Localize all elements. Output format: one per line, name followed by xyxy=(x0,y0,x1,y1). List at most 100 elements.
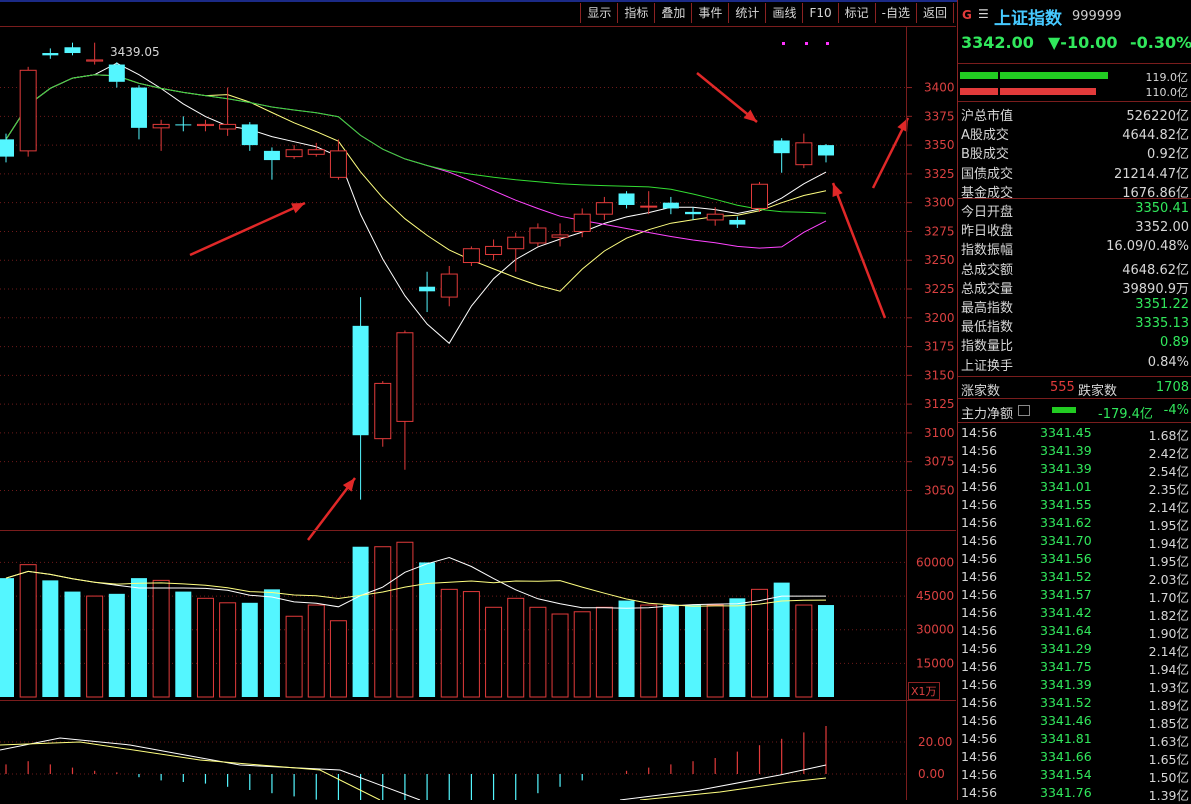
menu-icon[interactable]: ☰ xyxy=(978,7,989,21)
volume-bar xyxy=(773,582,790,697)
last-price: 3342.00 xyxy=(961,33,1034,52)
tick-price: 3341.42 xyxy=(1040,605,1092,620)
annotation-arrow xyxy=(189,201,306,257)
price-tick-label: 3175 xyxy=(924,340,955,354)
volume-bar xyxy=(685,605,702,697)
macd-tick-label: 0.00 xyxy=(918,767,945,781)
volume-ma10-line xyxy=(5,570,827,607)
tick-row: 14:56 3341.52 2.03亿 xyxy=(958,568,1191,587)
tick-time: 14:56 xyxy=(961,713,998,728)
tick-amount: 1.95亿 xyxy=(1148,518,1189,533)
volume-bar xyxy=(152,579,170,698)
candle-body xyxy=(307,149,325,155)
annotation-arrow xyxy=(831,182,887,319)
toolbar-overlay-button[interactable]: 叠加 xyxy=(654,3,691,23)
stats-separator xyxy=(958,101,1191,102)
volume-bar xyxy=(130,578,147,697)
volume-bar xyxy=(86,595,104,698)
dif-line-right xyxy=(619,764,827,800)
toolbar-draw-button[interactable]: 画线 xyxy=(765,3,802,23)
window-top-bar xyxy=(0,0,1191,2)
stat-value: 4644.82亿 xyxy=(1122,128,1189,144)
toolbar-back-button[interactable]: 返回 xyxy=(915,3,954,23)
toolbar-show-button[interactable]: 显示 xyxy=(580,3,617,23)
tick-price: 3341.57 xyxy=(1040,587,1092,602)
stat-label: 今日开盘 xyxy=(961,205,1014,220)
main-flow-pct: -4% xyxy=(1163,403,1189,418)
volume-bar xyxy=(42,580,59,697)
macd-pane-divider xyxy=(0,700,956,701)
price-tick-label: 3300 xyxy=(924,196,955,210)
tick-row: 14:56 3341.70 1.94亿 xyxy=(958,532,1191,551)
candle-body xyxy=(64,47,81,54)
toolbar-event-button[interactable]: 事件 xyxy=(691,3,728,23)
volume-bar xyxy=(440,588,458,698)
candle-body xyxy=(640,205,658,208)
volume-bar xyxy=(352,546,369,697)
macd-tick-label: 20.00 xyxy=(918,735,952,749)
volume-bar xyxy=(263,589,280,697)
price-tick-label: 3050 xyxy=(924,483,955,497)
ma20-line xyxy=(5,74,827,249)
candle-body xyxy=(263,150,280,161)
kline-chart[interactable]: 3400 3375 3350 3325 3300 3275 3250 3225 3200 3175… xyxy=(0,0,957,800)
tick-row: 14:56 3341.75 1.94亿 xyxy=(958,658,1191,677)
stat-label: 上证换手 xyxy=(961,358,1014,374)
stat-value: 1676.86亿 xyxy=(1122,185,1189,201)
stat-row: 上证换手 0.84% xyxy=(958,353,1191,374)
inflow-bar xyxy=(1000,72,1108,79)
tick-row: 14:56 3341.55 2.14亿 xyxy=(958,496,1191,515)
candle-body xyxy=(573,213,591,232)
stat-row: 总成交额 4648.62亿 xyxy=(958,257,1191,278)
price-tick-label: 3100 xyxy=(924,426,955,440)
candle-body xyxy=(86,59,104,62)
price-tick-label: 3400 xyxy=(924,81,955,95)
g-icon[interactable]: G xyxy=(962,8,972,22)
candle-body xyxy=(374,382,392,440)
stat-value: 21214.47亿 xyxy=(1113,166,1189,182)
volume-tick-label: 15000 xyxy=(916,656,954,670)
stat-row: 指数振幅 16.09/0.48% xyxy=(958,237,1191,258)
tick-row: 14:56 3341.01 2.35亿 xyxy=(958,478,1191,497)
tick-price: 3341.56 xyxy=(1040,551,1092,566)
tick-price: 3341.46 xyxy=(1040,713,1092,728)
tick-row: 14:56 3341.39 1.93亿 xyxy=(958,676,1191,695)
chart-toolbar: 显示 指标 叠加 事件 统计 画线 F10 标记 -自选 返回 xyxy=(580,3,954,23)
tick-amount: 2.54亿 xyxy=(1148,464,1189,479)
tick-time: 14:56 xyxy=(961,587,998,602)
stat-row: 昨日收盘 3352.00 xyxy=(958,218,1191,239)
tick-time: 14:56 xyxy=(961,497,998,512)
chart-top-divider xyxy=(0,26,956,27)
volume-bar xyxy=(640,604,658,698)
candle-body xyxy=(440,273,458,298)
toolbar-mark-button[interactable]: 标记 xyxy=(837,3,875,23)
tick-time: 14:56 xyxy=(961,443,998,458)
down-count-label: 跌家数 xyxy=(1078,384,1118,399)
toolbar-stats-button[interactable]: 统计 xyxy=(728,3,765,23)
candle-body xyxy=(130,87,147,128)
list-icon[interactable] xyxy=(1018,405,1030,416)
main-flow-bar xyxy=(1052,407,1076,413)
ma5-line xyxy=(5,62,827,345)
stats-group-separator xyxy=(958,198,1191,199)
down-count: 1708 xyxy=(1155,380,1189,395)
tick-time: 14:56 xyxy=(961,641,998,656)
toolbar-indicator-button[interactable]: 指标 xyxy=(617,3,654,23)
volume-bar xyxy=(795,604,813,698)
price-change: ▼-10.00 xyxy=(1048,33,1118,52)
volume-bar xyxy=(729,598,746,697)
stat-row: 今日开盘 3350.41 xyxy=(958,199,1191,220)
volume-bar xyxy=(396,541,414,698)
candle-body xyxy=(285,149,303,158)
tick-time: 14:56 xyxy=(961,461,998,476)
price-tick-label: 3250 xyxy=(924,253,955,267)
candle-body xyxy=(507,236,525,250)
tick-time: 14:56 xyxy=(961,605,998,620)
tick-row: 14:56 3341.57 1.70亿 xyxy=(958,586,1191,605)
toolbar-f10-button[interactable]: F10 xyxy=(802,3,837,23)
volume-bar xyxy=(307,604,325,698)
volume-bar xyxy=(329,620,347,698)
toolbar-watchlist-button[interactable]: -自选 xyxy=(874,3,916,23)
up-count-label: 涨家数 xyxy=(961,384,1001,399)
tick-price: 3341.66 xyxy=(1040,749,1092,764)
